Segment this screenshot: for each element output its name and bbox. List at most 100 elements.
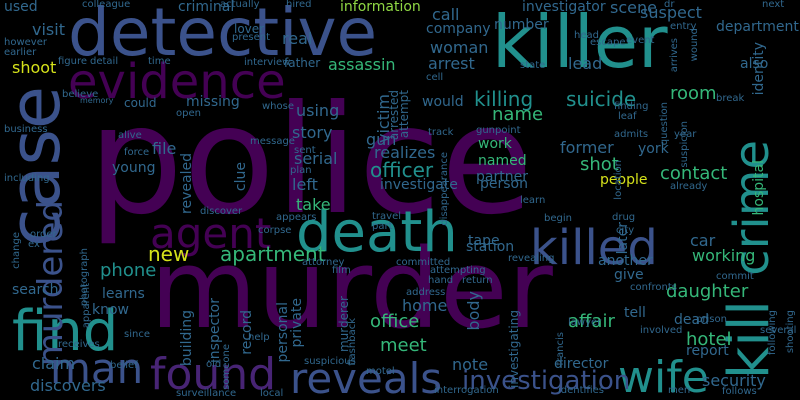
word-search: search xyxy=(12,282,59,298)
word-commit: commit xyxy=(716,271,754,282)
word-used: used xyxy=(4,0,38,15)
word-admits: admits xyxy=(614,129,649,140)
word-ex: ex xyxy=(28,239,40,250)
word-killer: killer xyxy=(492,0,668,84)
word-new: new xyxy=(148,242,190,266)
word-director: director xyxy=(554,356,609,372)
word-hired: hired xyxy=(286,0,312,10)
word-follows: follows xyxy=(722,386,757,397)
word-event: event xyxy=(626,35,655,46)
word-corpse: corpse xyxy=(258,225,292,236)
word-wound: wound xyxy=(689,28,700,62)
word-room: room xyxy=(670,83,717,104)
word-company: company xyxy=(426,21,491,37)
word-year: year xyxy=(674,129,697,140)
word-also: also xyxy=(740,56,769,72)
word-learns: learns xyxy=(102,286,145,302)
word-department: department xyxy=(716,19,799,35)
word-call: call xyxy=(432,5,460,24)
word-missing: missing xyxy=(186,94,240,110)
word-leaf: leaf xyxy=(618,111,637,122)
word-investigation: investigation xyxy=(462,366,631,396)
word-security: security xyxy=(702,371,766,390)
word-station: station xyxy=(466,239,515,255)
word-dead: dead xyxy=(674,312,709,328)
word-person: person xyxy=(480,176,528,192)
word-question: question xyxy=(659,102,670,146)
word-francis: francis xyxy=(555,332,566,366)
word-father: father xyxy=(284,56,321,70)
word-earlier: earlier xyxy=(4,47,37,58)
word-drug: drug xyxy=(612,212,636,223)
word-note: note xyxy=(452,355,489,374)
word-hospital: hospital xyxy=(751,160,767,216)
word-revealed: revealed xyxy=(179,153,195,214)
word-discovers: discovers xyxy=(30,376,106,395)
word-named: named xyxy=(478,153,527,169)
word-alive: alive xyxy=(118,130,142,141)
word-dr: dr xyxy=(664,0,675,10)
word-involved: involved xyxy=(640,325,683,336)
word-real: real xyxy=(282,29,313,48)
word-attempting: attempting xyxy=(430,265,486,276)
word-claim: claim xyxy=(32,354,76,373)
word-people: people xyxy=(600,172,648,188)
word-film: film xyxy=(332,265,351,276)
word-police: police xyxy=(88,74,534,248)
word-hand: hand xyxy=(428,275,454,286)
word-phone: phone xyxy=(100,260,157,281)
word-revealing: revealing xyxy=(508,253,555,264)
word-travel: travel xyxy=(372,211,402,222)
word-suicide: suicide xyxy=(566,87,637,111)
word-escape: escape xyxy=(590,37,626,48)
word-daughter: daughter xyxy=(666,281,749,302)
word-tape: tape xyxy=(468,233,500,249)
word-investigating: investigating xyxy=(507,310,521,388)
word-local: local xyxy=(260,388,284,399)
word-detail: detail xyxy=(90,56,119,67)
word-location: location xyxy=(613,160,624,200)
word-city: city xyxy=(616,225,635,236)
word-interrogation: interrogation xyxy=(434,385,499,396)
word-murder: murder xyxy=(150,225,553,353)
word-appears: appears xyxy=(276,212,317,223)
word-shoot: shoot xyxy=(12,58,57,77)
word-another: another xyxy=(598,253,653,269)
word-investigate: investigate xyxy=(380,177,458,193)
word-prison: prison xyxy=(696,314,727,325)
word-working: working xyxy=(692,246,756,265)
word-agent: agent xyxy=(150,209,272,258)
word-reveals: reveals xyxy=(290,354,443,400)
word-would: would xyxy=(422,94,464,110)
word-work: work xyxy=(478,136,512,152)
word-inspector: inspector xyxy=(207,298,223,364)
word-discover: discover xyxy=(200,206,243,217)
word-serial: serial xyxy=(294,149,338,168)
word-actually: actually xyxy=(220,0,260,10)
word-head: head xyxy=(574,30,599,41)
word-man: man xyxy=(50,344,144,393)
word-several: several xyxy=(760,325,797,336)
word-story: story xyxy=(292,123,333,142)
word-surveillance: surveillance xyxy=(176,388,237,399)
word-committed: committed xyxy=(396,257,451,268)
word-state: state xyxy=(520,60,546,71)
word-confronts: confronts xyxy=(630,282,677,293)
word-belief: belief xyxy=(110,360,138,371)
word-plan: plan xyxy=(290,165,312,176)
word-gunpoint: gunpoint xyxy=(476,125,521,136)
word-present: present xyxy=(232,32,271,43)
word-death: death xyxy=(296,200,458,265)
word-address: address xyxy=(406,287,446,298)
word-evidence: evidence xyxy=(68,54,286,110)
word-including: including xyxy=(4,173,50,184)
word-building: building xyxy=(179,310,195,367)
word-private: private xyxy=(289,298,305,348)
word-give: give xyxy=(614,267,644,283)
word-part: part xyxy=(372,221,393,232)
word-begin: begin xyxy=(544,213,572,224)
word-detective: detective xyxy=(68,0,378,71)
word-suspect: suspect xyxy=(640,3,702,22)
word-next: next xyxy=(762,0,785,10)
word-take: take xyxy=(296,195,331,214)
